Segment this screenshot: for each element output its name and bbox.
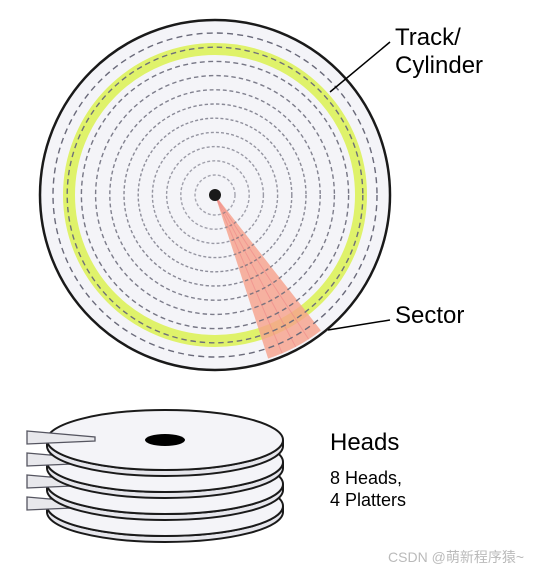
heads-subtitle-2: 4 Platters xyxy=(330,490,406,510)
spindle-hole xyxy=(209,189,221,201)
disk-geometry-diagram: Track/Cylinder Sector Heads 8 Heads,4 Platt… xyxy=(0,0,554,573)
heads-title: Heads xyxy=(330,429,399,456)
cylinder-label: Cylinder xyxy=(395,52,483,79)
track-leader-line xyxy=(330,42,390,92)
platter-hub xyxy=(145,434,185,446)
sector-label: Sector xyxy=(395,302,464,329)
heads-subtitle-1: 8 Heads, xyxy=(330,468,402,488)
track-label: Track/ xyxy=(395,24,461,51)
